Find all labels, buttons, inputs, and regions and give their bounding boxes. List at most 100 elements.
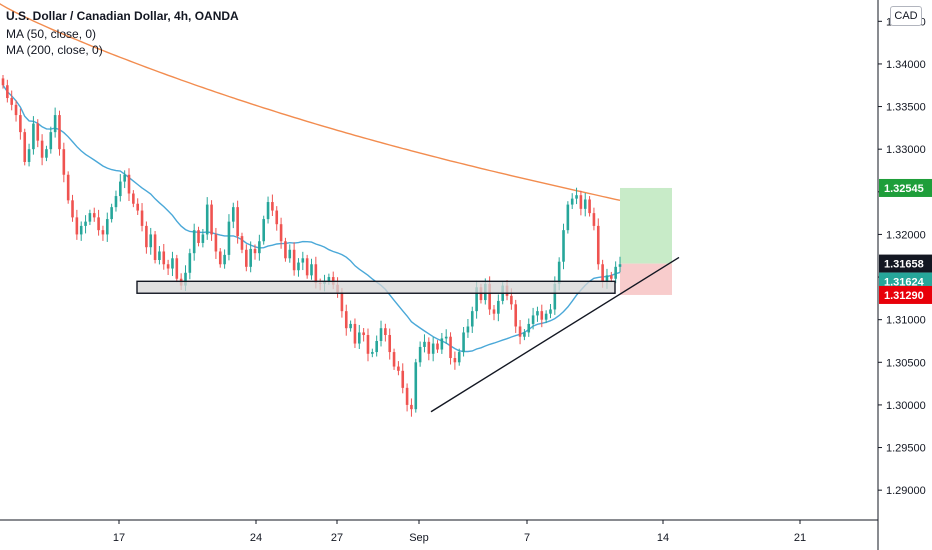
candle-body	[449, 336, 452, 359]
candle-body	[566, 204, 570, 231]
candle-body	[414, 362, 418, 410]
candle-body	[236, 207, 239, 237]
time-tick-label: 24	[250, 532, 262, 544]
currency-button[interactable]: CAD	[890, 6, 922, 26]
candle-body	[19, 115, 22, 133]
candle-body	[284, 241, 287, 259]
candle-body	[614, 266, 617, 279]
candle-body	[466, 326, 470, 333]
candle-body	[105, 219, 109, 235]
candle-body	[127, 174, 131, 194]
candle-body	[570, 198, 574, 205]
time-tick-label: 21	[794, 532, 806, 544]
candle-body	[588, 199, 591, 214]
candle-body	[140, 210, 144, 226]
candle-body	[596, 225, 600, 265]
candle-body	[340, 292, 344, 312]
candle-body	[553, 283, 557, 310]
candle-body	[310, 264, 313, 276]
candle-body	[114, 196, 118, 208]
candle-body	[279, 224, 283, 242]
candle-body	[245, 249, 248, 267]
price-tick-label: 1.31000	[886, 315, 926, 327]
candle-body	[288, 249, 292, 259]
candle-body	[605, 275, 609, 282]
candle-body	[531, 315, 535, 324]
price-tag-bg	[879, 285, 932, 304]
ma50-line	[2, 84, 621, 353]
candle-body	[162, 251, 166, 265]
candle-body	[36, 123, 40, 141]
candle-body	[392, 352, 396, 367]
candle-body	[523, 332, 526, 337]
price-tag-bg	[879, 178, 932, 197]
candle-body	[344, 311, 348, 329]
candle-body	[184, 272, 187, 286]
candle-body	[153, 234, 157, 260]
candle-body	[158, 251, 161, 260]
candle-body	[75, 217, 79, 235]
candle-body	[166, 264, 170, 269]
candle-body	[401, 370, 405, 388]
candle-body	[527, 323, 531, 333]
candle-body	[27, 149, 31, 162]
ma50-legend[interactable]: MA (50, close, 0)	[6, 27, 97, 41]
candle-body	[214, 234, 218, 252]
candle-body	[549, 309, 552, 314]
candle-body	[357, 332, 361, 344]
price-tag-label: 1.31624	[884, 277, 925, 289]
candle-body	[101, 230, 105, 235]
candle-body	[610, 275, 613, 279]
candle-body	[297, 262, 300, 271]
candle-body	[1, 78, 5, 86]
candle-body	[305, 258, 309, 276]
ma200-legend[interactable]: MA (200, close, 0)	[6, 43, 103, 57]
candle-body	[6, 85, 9, 99]
candle-body	[71, 200, 74, 218]
candle-body	[301, 258, 305, 263]
target-zone	[620, 187, 672, 264]
candle-body	[275, 210, 279, 225]
candle-body	[544, 313, 548, 320]
ma200-line	[0, 3, 621, 201]
candle-body	[227, 221, 231, 255]
price-tag-bg	[879, 254, 932, 273]
candle-body	[562, 230, 565, 262]
price-tick-label: 1.32000	[886, 229, 926, 241]
candle-body	[440, 338, 444, 350]
candle-body	[145, 225, 148, 248]
candle-body	[136, 203, 139, 211]
candle-body	[371, 352, 374, 354]
candle-body	[462, 332, 465, 353]
candle-body	[10, 98, 13, 105]
candle-body	[240, 236, 244, 250]
candle-body	[79, 225, 83, 235]
candle-body	[249, 248, 252, 267]
candle-body	[110, 207, 113, 220]
candle-body	[62, 149, 66, 175]
candle-body	[583, 199, 587, 209]
candle-body	[171, 258, 174, 269]
candle-body	[92, 213, 96, 218]
candle-body	[49, 132, 53, 150]
candlesticks	[1, 75, 622, 417]
candle-body	[123, 174, 126, 182]
candle-body	[618, 264, 622, 267]
price-tag-label: 1.31290	[884, 290, 924, 302]
candle-body	[492, 309, 496, 314]
candle-body	[410, 404, 413, 410]
drawings[interactable]	[136, 256, 680, 413]
time-tick-label: 14	[657, 532, 669, 544]
price-tick-label: 1.29500	[886, 443, 926, 455]
symbol-title[interactable]: U.S. Dollar / Canadian Dollar, 4h, OANDA	[6, 9, 239, 23]
position-zones	[620, 187, 672, 295]
candle-body	[518, 326, 522, 337]
candle-body	[271, 202, 274, 211]
candle-body	[379, 328, 383, 341]
moving-averages	[0, 3, 621, 353]
candle-body	[84, 221, 87, 226]
time-tick-label: 17	[113, 532, 125, 544]
candle-body	[88, 213, 92, 222]
candle-body	[192, 230, 196, 254]
